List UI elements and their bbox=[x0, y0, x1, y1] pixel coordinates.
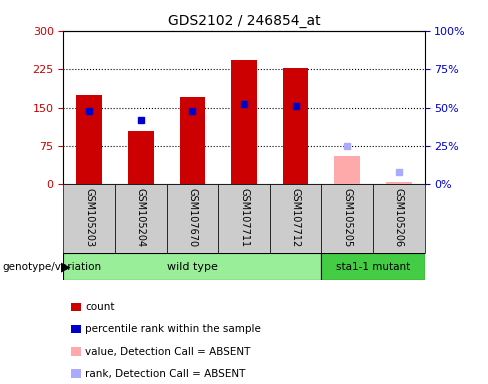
Text: genotype/variation: genotype/variation bbox=[2, 262, 102, 272]
Bar bbox=[270, 184, 322, 253]
Bar bbox=[386, 182, 412, 184]
Text: GSM105203: GSM105203 bbox=[84, 188, 94, 247]
Bar bbox=[322, 253, 425, 280]
Text: GSM107711: GSM107711 bbox=[239, 188, 249, 247]
Text: rank, Detection Call = ABSENT: rank, Detection Call = ABSENT bbox=[85, 369, 246, 379]
Bar bbox=[128, 131, 154, 184]
Text: GSM107670: GSM107670 bbox=[187, 188, 198, 247]
Bar bbox=[180, 97, 205, 184]
Bar bbox=[166, 184, 218, 253]
Bar bbox=[231, 60, 257, 184]
Text: GSM105206: GSM105206 bbox=[394, 188, 404, 247]
Bar bbox=[63, 184, 115, 253]
Text: GSM105204: GSM105204 bbox=[136, 188, 146, 247]
Bar bbox=[373, 184, 425, 253]
Bar bbox=[218, 184, 270, 253]
Text: wild type: wild type bbox=[167, 262, 218, 272]
Text: value, Detection Call = ABSENT: value, Detection Call = ABSENT bbox=[85, 347, 251, 357]
Text: sta1-1 mutant: sta1-1 mutant bbox=[336, 262, 410, 272]
Text: GSM107712: GSM107712 bbox=[290, 188, 301, 247]
Bar bbox=[334, 156, 360, 184]
Bar bbox=[63, 253, 322, 280]
Text: count: count bbox=[85, 302, 115, 312]
Title: GDS2102 / 246854_at: GDS2102 / 246854_at bbox=[168, 14, 320, 28]
Bar bbox=[283, 68, 308, 184]
Text: percentile rank within the sample: percentile rank within the sample bbox=[85, 324, 261, 334]
Bar bbox=[115, 184, 166, 253]
Bar bbox=[322, 184, 373, 253]
Bar bbox=[76, 95, 102, 184]
Text: ▶: ▶ bbox=[61, 260, 71, 273]
Text: GSM105205: GSM105205 bbox=[342, 188, 352, 247]
